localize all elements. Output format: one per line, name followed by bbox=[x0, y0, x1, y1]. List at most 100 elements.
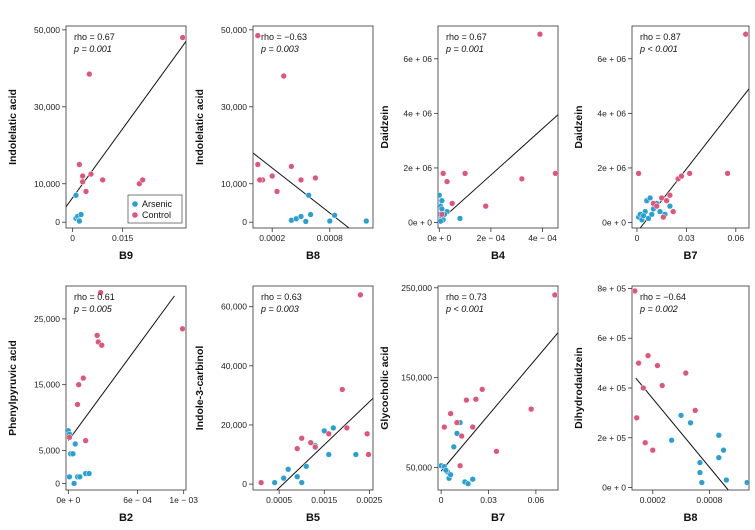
regression-line bbox=[440, 332, 558, 472]
control-point bbox=[632, 287, 638, 295]
arsenic-point bbox=[280, 475, 287, 482]
panel-5: 0 5,000 15,000 25,000 0e + 0 6e − 04 1e − 03 B2… bbox=[7, 285, 198, 524]
control-point bbox=[357, 291, 364, 299]
control-point bbox=[82, 188, 90, 195]
arsenic-point bbox=[464, 480, 472, 487]
control-point bbox=[463, 396, 470, 404]
y-tick-label: 4e + 05 bbox=[597, 383, 626, 393]
control-point bbox=[294, 445, 301, 452]
arsenic-point bbox=[677, 412, 685, 419]
x-tick-label: 1e − 03 bbox=[169, 495, 198, 505]
x-axis-label: B4 bbox=[491, 250, 506, 262]
arsenic-point bbox=[666, 203, 674, 210]
y-tick-label: 10,000 bbox=[34, 179, 60, 189]
x-tick-label: 0e + 0 bbox=[56, 495, 80, 505]
control-point bbox=[482, 203, 489, 210]
control-point bbox=[518, 175, 526, 183]
arsenic-point bbox=[76, 473, 83, 480]
legend-control-label: Control bbox=[142, 210, 171, 220]
regression-line bbox=[438, 114, 558, 223]
arsenic-point bbox=[285, 466, 292, 473]
p-value-label: p = 0.003 bbox=[260, 44, 299, 54]
y-tick-label: 150,000 bbox=[401, 373, 432, 383]
control-point bbox=[74, 401, 81, 408]
control-point bbox=[343, 424, 350, 432]
y-axis-label: Indolelatic acid bbox=[7, 89, 19, 165]
y-tick-label: 2e + 05 bbox=[597, 433, 626, 443]
p-value-label: p = 0.005 bbox=[73, 304, 113, 314]
panel-8: 0e + 0 2e + 05 4e + 05 6e + 05 8e + 05 0.0002… bbox=[573, 283, 750, 524]
control-point bbox=[139, 176, 146, 184]
control-point bbox=[254, 161, 261, 168]
y-axis-label: Daidzein bbox=[573, 105, 585, 148]
arsenic-point bbox=[77, 211, 85, 218]
control-point bbox=[441, 423, 448, 431]
control-point bbox=[659, 382, 666, 389]
arsenic-point bbox=[438, 205, 446, 213]
p-value-label: p < 0.001 bbox=[639, 44, 678, 54]
control-point bbox=[479, 386, 486, 393]
x-tick-label: 0.06 bbox=[528, 495, 545, 505]
arsenic-point bbox=[656, 208, 664, 215]
arsenic-point bbox=[453, 430, 461, 437]
arsenic-point bbox=[294, 473, 301, 480]
control-point bbox=[94, 332, 101, 339]
rho-label: rho = −0.64 bbox=[640, 292, 686, 302]
plot-frame bbox=[437, 25, 559, 229]
control-point bbox=[312, 443, 319, 451]
x-axis-label: B8 bbox=[683, 512, 697, 524]
control-point bbox=[280, 72, 287, 80]
control-point bbox=[649, 447, 656, 454]
arsenic-point bbox=[469, 476, 476, 483]
rho-label: rho = 0.87 bbox=[640, 32, 681, 42]
y-tick-label: 50,000 bbox=[34, 25, 60, 35]
legend-arsenic-label: Arsenic bbox=[142, 199, 173, 209]
control-point bbox=[75, 381, 82, 388]
y-tick-label: 0 bbox=[55, 217, 60, 227]
x-axis-label: B9 bbox=[119, 250, 133, 262]
x-tick-label: 0 bbox=[439, 495, 444, 505]
panel-6: 0 20,000 40,000 60,000 0.0005 0.0015 0.0025 B5 I… bbox=[194, 285, 383, 524]
arsenic-point bbox=[698, 479, 705, 486]
legend-arsenic-marker bbox=[132, 201, 138, 207]
p-value-label: p = 0.001 bbox=[73, 44, 112, 54]
control-point bbox=[686, 170, 693, 177]
y-tick-label: 250,000 bbox=[401, 283, 432, 293]
y-axis-label: Phenylpyruvic acid bbox=[7, 340, 19, 436]
control-point bbox=[97, 289, 104, 296]
arsenic-point bbox=[66, 473, 73, 480]
y-tick-label: 2e + 06 bbox=[597, 163, 626, 173]
legend-control-marker bbox=[132, 212, 138, 218]
arsenic-point bbox=[645, 215, 652, 222]
control-point bbox=[640, 384, 647, 392]
arsenic-point bbox=[715, 454, 722, 461]
regression-line bbox=[67, 295, 175, 441]
control-point bbox=[98, 342, 105, 349]
arsenic-point bbox=[640, 212, 647, 219]
control-point bbox=[552, 170, 558, 177]
y-tick-label: 50,000 bbox=[221, 25, 247, 35]
arsenic-point bbox=[648, 211, 655, 218]
control-point bbox=[658, 194, 665, 202]
control-point bbox=[456, 462, 464, 469]
y-tick-label: 15,000 bbox=[34, 380, 60, 390]
x-tick-label: 0.0002 bbox=[259, 233, 285, 243]
control-point bbox=[670, 208, 677, 215]
x-tick-label: 0.0005 bbox=[266, 495, 292, 505]
x-tick-label: 0e + 0 bbox=[427, 233, 451, 243]
arsenic-point bbox=[307, 211, 314, 218]
y-tick-label: 6e + 06 bbox=[597, 54, 626, 64]
arsenic-point bbox=[297, 213, 305, 220]
arsenic-point bbox=[442, 467, 450, 474]
control-point bbox=[86, 70, 93, 78]
arsenic-point bbox=[321, 427, 328, 435]
regression-line bbox=[66, 41, 186, 208]
arsenic-point bbox=[687, 419, 694, 426]
arsenic-point bbox=[715, 432, 722, 439]
x-tick-label: 2e − 04 bbox=[477, 233, 506, 243]
y-tick-label: 0 bbox=[242, 479, 247, 489]
control-point bbox=[644, 352, 652, 359]
control-point bbox=[635, 170, 642, 177]
control-point bbox=[365, 451, 372, 458]
